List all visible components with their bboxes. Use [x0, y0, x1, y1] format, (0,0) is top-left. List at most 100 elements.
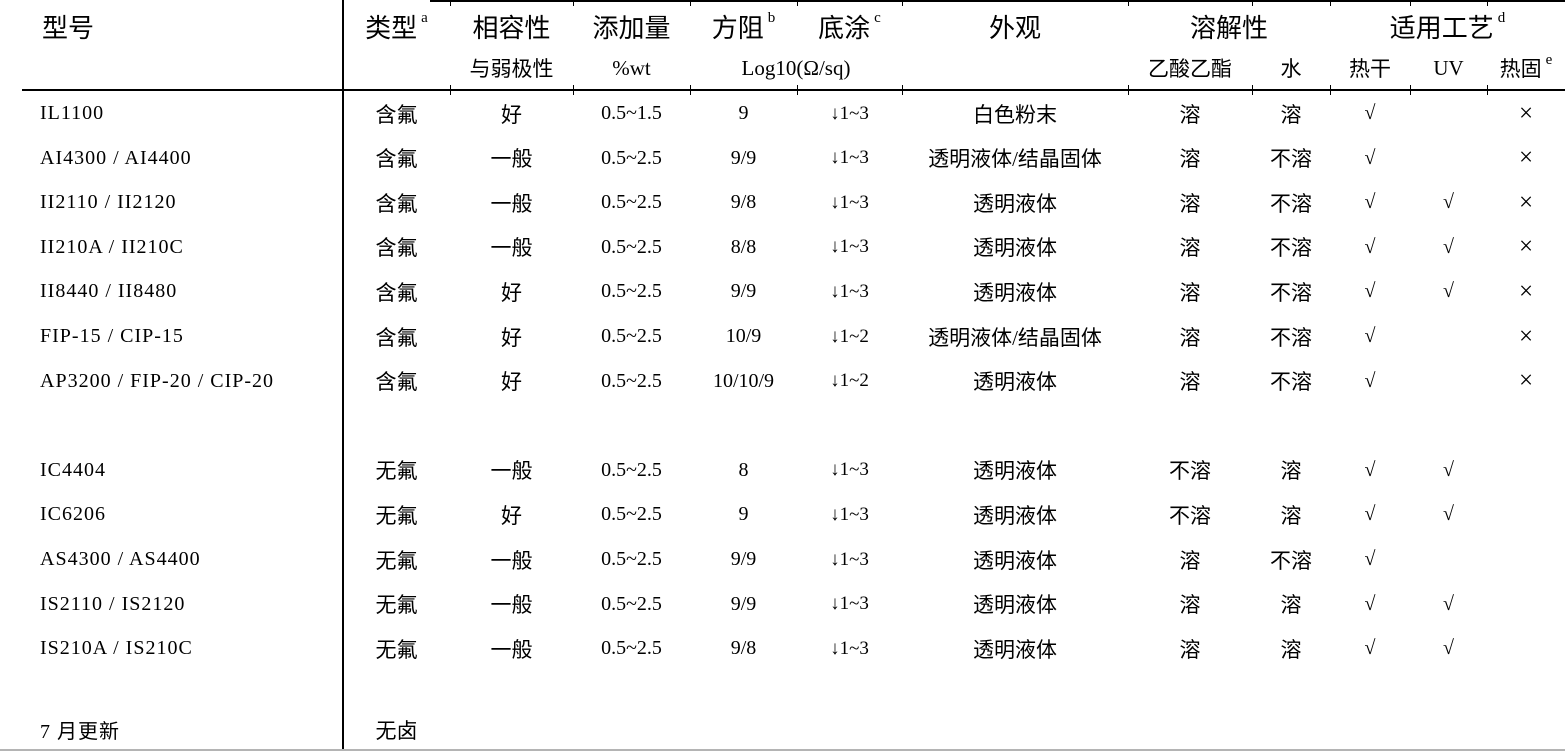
- cell-addition: 0.5~2.5: [601, 548, 662, 570]
- cell-primer: ↓1~3: [830, 548, 869, 570]
- column-header-compatibility: 相容性: [472, 13, 551, 43]
- cell-type: 无氟: [375, 548, 418, 573]
- cell-solubility-water: 溶: [1280, 102, 1302, 127]
- cell-process-thermoset: [1487, 626, 1565, 671]
- cell-solubility-ethyl-acetate: 不溶: [1169, 503, 1211, 528]
- footnote-sup-a: a: [421, 9, 428, 26]
- cell-process-thermoset: [1487, 582, 1565, 627]
- column-header-sheet-resistance: 方阻 b: [711, 9, 776, 43]
- cell-primer: ↓1~3: [830, 503, 869, 525]
- footnote-sup-c: c: [874, 9, 881, 26]
- cell-primer: ↓1~3: [830, 637, 869, 659]
- column-header-addition: 添加量: [592, 13, 671, 43]
- cell-addition: 0.5~2.5: [601, 637, 662, 660]
- cell-process-thermoset: ×: [1518, 277, 1534, 305]
- subheader-ethyl-acetate: 乙酸乙酯: [1148, 57, 1232, 81]
- cell-sheet-resistance: 9/9: [730, 280, 757, 303]
- column-tick: [1128, 0, 1129, 6]
- column-header-process: 适用工艺 d: [1389, 9, 1506, 43]
- cell-sheet-resistance: 9/8: [730, 191, 757, 214]
- subheader-uv: UV: [1433, 55, 1464, 80]
- cell-type: 无氟: [375, 637, 418, 662]
- cell-primer: [797, 707, 902, 752]
- cell-process-heat-dry: √: [1364, 325, 1376, 347]
- cell-sheet-resistance: 9/8: [730, 637, 757, 660]
- cell-process-uv: √: [1443, 458, 1454, 481]
- cell-process-uv: [1410, 136, 1487, 181]
- cell-solubility-ethyl-acetate: [1128, 707, 1252, 752]
- cell-compatibility: 一般: [490, 147, 533, 172]
- cell-process-uv: [1410, 359, 1487, 404]
- cell-process-thermoset: [1487, 448, 1565, 493]
- table-top-border: [430, 0, 1565, 2]
- cell-process-heat-dry: √: [1364, 369, 1376, 392]
- subheader-compatibility-weak-polarity: 与弱极性: [469, 57, 554, 81]
- cell-solubility-ethyl-acetate: 溶: [1179, 637, 1201, 662]
- cell-primer: ↓1~2: [830, 325, 869, 347]
- cell-solubility-ethyl-acetate: 溶: [1179, 147, 1201, 172]
- cell-solubility-water: 溶: [1280, 503, 1302, 528]
- column-tick: [690, 0, 691, 6]
- cell-process-heat-dry: √: [1364, 548, 1376, 570]
- subheader-addition-wt-percent: %wt: [612, 55, 651, 80]
- cell-compatibility: 一般: [490, 191, 533, 216]
- cell-sheet-resistance: 10/9: [725, 325, 762, 347]
- column-tick: [1487, 0, 1488, 6]
- column-tick: [902, 0, 903, 6]
- cell-primer: ↓1~3: [830, 236, 869, 258]
- cell-appearance: 透明液体/结晶固体: [928, 325, 1102, 350]
- cell-sheet-resistance: [690, 707, 797, 752]
- cell-model: IS210A / IS210C: [40, 637, 193, 660]
- cell-primer: ↓1~3: [830, 593, 869, 615]
- cell-solubility-ethyl-acetate: 不溶: [1169, 459, 1211, 484]
- cell-primer: ↓1~3: [830, 280, 869, 302]
- cell-solubility-water: 溶: [1280, 593, 1302, 618]
- cell-appearance: 透明液体: [973, 593, 1057, 618]
- cell-process-heat-dry: √: [1364, 102, 1376, 124]
- column-header-solubility: 溶解性: [1189, 13, 1268, 43]
- subheader-resistance-unit: Log10(Ω/sq): [741, 55, 851, 80]
- subheader-water: 水: [1280, 57, 1302, 81]
- column-tick: [450, 85, 451, 95]
- cell-solubility-ethyl-acetate: 溶: [1179, 236, 1201, 261]
- cell-appearance: 透明液体: [973, 548, 1057, 573]
- cell-solubility-ethyl-acetate: 溶: [1179, 593, 1201, 618]
- cell-process-uv: [1410, 707, 1487, 752]
- cell-addition: 0.5~2.5: [601, 592, 662, 615]
- cell-sheet-resistance: 9: [738, 503, 749, 526]
- cell-solubility-ethyl-acetate: 溶: [1179, 102, 1201, 127]
- cell-process-uv: [1410, 537, 1487, 582]
- cell-process-heat-dry: √: [1364, 235, 1376, 258]
- column-tick: [1410, 85, 1411, 95]
- cell-solubility-water: 溶: [1280, 637, 1302, 662]
- cell-process-thermoset: [1487, 537, 1565, 582]
- cell-process-uv: √: [1443, 280, 1454, 303]
- column-tick: [573, 85, 574, 95]
- cell-appearance: 透明液体: [973, 191, 1057, 216]
- cell-addition: 0.5~2.5: [601, 325, 662, 347]
- cell-compatibility: 好: [501, 503, 522, 528]
- cell-model: FIP-15 / CIP-15: [40, 325, 184, 347]
- cell-model: AS4300 / AS4400: [40, 548, 201, 570]
- cell-compatibility: 一般: [490, 593, 533, 618]
- cell-addition: 0.5~2.5: [601, 235, 662, 258]
- cell-process-uv: √: [1443, 503, 1454, 526]
- cell-compatibility: 好: [501, 370, 522, 395]
- cell-compatibility: 一般: [490, 637, 533, 662]
- column-tick: [797, 0, 798, 6]
- column-tick: [690, 85, 691, 95]
- cell-solubility-water: 不溶: [1270, 147, 1312, 172]
- cell-addition: [573, 707, 690, 752]
- cell-sheet-resistance: 9: [738, 102, 749, 124]
- cell-type: 无卤: [375, 718, 418, 743]
- column-tick: [450, 0, 451, 6]
- cell-sheet-resistance: 10/10/9: [712, 369, 775, 392]
- column-tick: [1330, 0, 1331, 6]
- cell-addition: 0.5~2.5: [601, 191, 662, 214]
- cell-model: AI4300 / AI4400: [40, 146, 192, 169]
- cell-process-heat-dry: √: [1364, 458, 1376, 481]
- column-tick: [1330, 85, 1331, 95]
- cell-type: 无氟: [375, 503, 418, 528]
- cell-compatibility: 一般: [490, 548, 533, 573]
- footnote-sup-e: e: [1545, 51, 1553, 68]
